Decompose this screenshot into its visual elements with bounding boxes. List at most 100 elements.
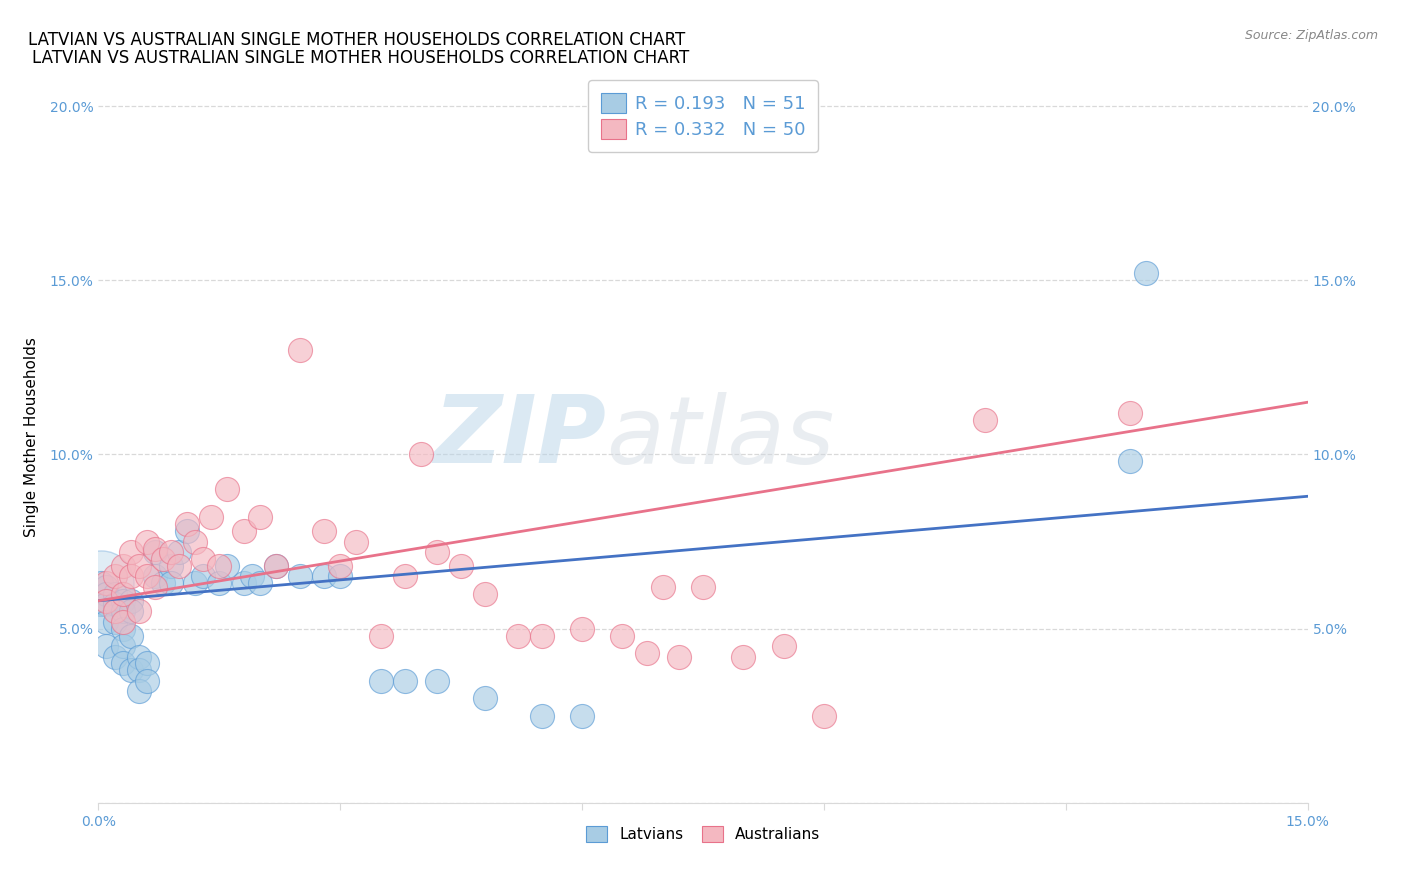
Point [135,657,157,671]
Point [184,534,207,549]
Point [176,524,198,538]
Point [152,552,174,566]
Point [288,343,311,357]
Point [120,604,142,618]
Point [651,580,673,594]
Point [96,639,118,653]
Point [426,673,449,688]
Point [530,629,553,643]
Point [111,604,134,618]
Point [143,541,166,556]
Point [103,587,125,601]
Point [111,587,134,601]
Point [1135,266,1157,280]
Point [135,673,157,688]
Point [264,558,287,573]
Point [193,569,215,583]
Point [344,534,367,549]
Point [329,569,352,583]
Point [474,587,496,601]
Point [232,524,254,538]
Point [217,483,239,497]
Point [612,629,634,643]
Point [120,664,142,678]
Point [128,684,150,698]
Point [506,629,529,643]
Point [128,604,150,618]
Point [143,580,166,594]
Point [370,673,392,688]
Point [176,517,198,532]
Point [167,558,190,573]
Text: atlas: atlas [606,392,835,483]
Point [160,558,183,573]
Point [394,673,416,688]
Text: LATVIAN VS AUSTRALIAN SINGLE MOTHER HOUSEHOLDS CORRELATION CHART: LATVIAN VS AUSTRALIAN SINGLE MOTHER HOUS… [28,31,685,49]
Point [111,594,134,608]
Point [160,545,183,559]
Point [208,558,231,573]
Point [120,545,142,559]
Point [288,569,311,583]
Point [668,649,690,664]
Point [143,545,166,559]
Text: ZIP: ZIP [433,391,606,483]
Point [103,649,125,664]
Point [184,576,207,591]
Point [96,576,118,591]
Text: Source: ZipAtlas.com: Source: ZipAtlas.com [1244,29,1378,42]
Y-axis label: Single Mother Households: Single Mother Households [24,337,38,537]
Point [232,576,254,591]
Point [111,639,134,653]
Point [474,691,496,706]
Point [200,510,222,524]
Point [329,558,352,573]
Point [249,510,271,524]
Point [111,657,134,671]
Point [103,604,125,618]
Point [111,558,134,573]
Point [208,576,231,591]
Point [370,629,392,643]
Point [426,545,449,559]
Point [120,569,142,583]
Point [135,534,157,549]
Point [103,597,125,611]
Point [264,558,287,573]
Point [120,629,142,643]
Point [111,615,134,629]
Point [143,569,166,583]
Point [152,576,174,591]
Point [394,569,416,583]
Point [314,524,336,538]
Point [111,622,134,636]
Point [135,569,157,583]
Point [314,569,336,583]
Point [96,594,118,608]
Text: LATVIAN VS AUSTRALIAN SINGLE MOTHER HOUSEHOLDS CORRELATION CHART: LATVIAN VS AUSTRALIAN SINGLE MOTHER HOUS… [32,49,689,67]
Point [160,576,183,591]
Point [249,576,271,591]
Point [974,412,997,426]
Point [409,448,432,462]
Point [193,552,215,566]
Point [128,664,150,678]
Point [96,580,118,594]
Point [103,615,125,629]
Point [217,558,239,573]
Legend: Latvians, Australians: Latvians, Australians [578,818,828,850]
Point [90,576,112,591]
Point [96,597,118,611]
Point [692,580,714,594]
Point [90,576,112,591]
Point [733,649,755,664]
Point [96,587,118,601]
Point [530,708,553,723]
Point [1119,454,1142,468]
Point [772,639,794,653]
Point [167,545,190,559]
Point [120,594,142,608]
Point [128,558,150,573]
Point [571,622,593,636]
Point [571,708,593,723]
